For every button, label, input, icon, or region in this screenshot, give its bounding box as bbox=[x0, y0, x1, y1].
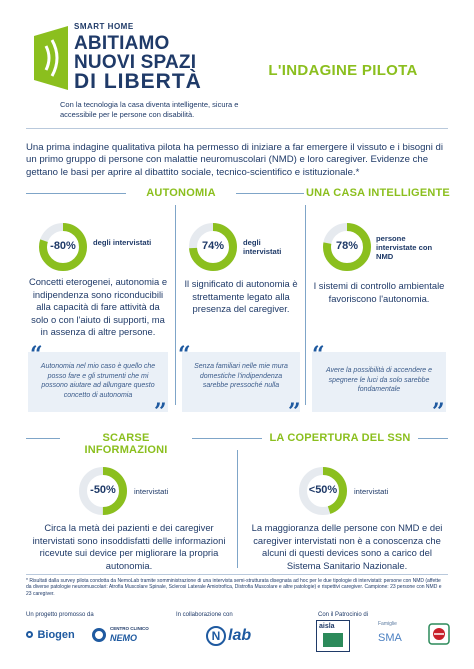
quote-close-icon: ” bbox=[432, 399, 445, 425]
donut-chart bbox=[39, 223, 87, 271]
stat-description: Il significato di autonomia è strettamen… bbox=[184, 278, 298, 314]
nemo-subtitle: CENTRO CLINICO bbox=[110, 626, 149, 631]
donut-arc bbox=[299, 467, 347, 515]
donut-arc bbox=[39, 223, 87, 271]
column-divider bbox=[305, 205, 306, 405]
nemo-logo: CENTRO CLINICO NEMO bbox=[92, 624, 152, 650]
section-title-autonomia: AUTONOMIA bbox=[146, 187, 216, 199]
brand-tagline: Con la tecnologia la casa diventa intell… bbox=[60, 100, 239, 119]
donut-chart bbox=[189, 223, 237, 271]
aisla-name: aisla bbox=[319, 623, 335, 630]
sma-name: SMA bbox=[378, 632, 402, 644]
aisla-logo: aisla bbox=[316, 620, 350, 652]
partner-emblem-icon bbox=[428, 623, 450, 645]
quote-close-icon: ” bbox=[288, 399, 301, 425]
nemo-name: NEMO bbox=[110, 633, 137, 643]
stat-label: degli intervistati bbox=[243, 238, 282, 256]
stat-description: Circa la metà dei pazienti e dei caregiv… bbox=[32, 522, 226, 571]
quote-text: Senza familiari nelle mie mura domestich… bbox=[194, 363, 288, 389]
column-divider bbox=[237, 450, 238, 568]
donut-arc bbox=[323, 223, 371, 271]
quote-text: Avere la possibilità di accendere e speg… bbox=[325, 367, 433, 393]
brand-logo-icon bbox=[34, 26, 68, 90]
biogen-logo: Biogen bbox=[26, 626, 86, 648]
divider bbox=[192, 438, 262, 439]
donut-chart bbox=[299, 467, 347, 515]
nemolab-logo-icon: N bbox=[206, 626, 226, 646]
biogen-name: Biogen bbox=[37, 628, 75, 641]
divider bbox=[26, 574, 448, 575]
donut-arc bbox=[79, 467, 127, 515]
divider bbox=[26, 128, 448, 129]
intro-paragraph: Una prima indagine qualitativa pilota ha… bbox=[26, 142, 444, 178]
promoted-label: Un progetto promosso da bbox=[26, 612, 94, 618]
section-title-casa: UNA CASA INTELLIGENTE bbox=[306, 187, 450, 199]
nemo-logo-icon bbox=[92, 628, 106, 642]
quote-box bbox=[182, 352, 300, 412]
section-title-scarse: SCARSE INFORMAZIONI bbox=[84, 432, 168, 456]
stat-value: 78% bbox=[335, 240, 359, 252]
quote-close-icon: ” bbox=[154, 399, 167, 425]
stat-label: intervistati bbox=[354, 487, 389, 496]
brand-kicker: SMART HOME bbox=[74, 22, 134, 31]
stat-value: -50% bbox=[90, 484, 116, 496]
collab-label: In collaborazione con bbox=[176, 612, 233, 618]
divider bbox=[236, 193, 304, 194]
quote-box bbox=[28, 352, 168, 412]
aisla-logo-icon bbox=[323, 633, 343, 647]
stat-description: Concetti eterogenei, autonomia e indipen… bbox=[28, 276, 168, 337]
nemolab-name: lab bbox=[228, 627, 252, 644]
footnote: * Risultati dalla survey pilota condotta… bbox=[26, 578, 442, 597]
divider bbox=[26, 438, 60, 439]
brand-line-3: DI LIBERTÀ bbox=[74, 70, 202, 93]
quote-box bbox=[312, 352, 446, 412]
nemolab-logo: N lab bbox=[206, 624, 266, 650]
quote-open-icon: “ bbox=[30, 342, 43, 368]
section-title-copertura: LA COPERTURA DEL SSN bbox=[269, 432, 411, 444]
stat-value: -80% bbox=[50, 240, 76, 252]
stat-label: intervistati bbox=[134, 487, 169, 496]
sma-subtitle: Famiglie bbox=[378, 621, 397, 627]
quote-open-icon: “ bbox=[312, 342, 325, 368]
stat-label: degli intervistati bbox=[93, 238, 152, 247]
stat-label: persone intervistate con NMD bbox=[376, 234, 433, 261]
stat-value: <50% bbox=[308, 484, 338, 496]
donut-chart bbox=[79, 467, 127, 515]
sma-logo: Famiglie SMA bbox=[374, 620, 414, 652]
quote-text: Autonomia nel mio caso è quello che poss… bbox=[40, 363, 156, 399]
divider bbox=[26, 193, 126, 194]
stat-value: 74% bbox=[201, 240, 225, 252]
donut-arc bbox=[189, 223, 237, 271]
page-title: L'INDAGINE PILOTA bbox=[268, 62, 418, 79]
stat-description: La maggioranza delle persone con NMD e d… bbox=[251, 522, 443, 571]
column-divider bbox=[175, 205, 176, 405]
biogen-logo-icon bbox=[26, 631, 33, 639]
patronage-label: Con il Patrocinio di bbox=[318, 612, 369, 618]
quote-open-icon: “ bbox=[178, 342, 191, 368]
brand-line-2: NUOVI SPAZI bbox=[74, 52, 197, 73]
brand-line-1: ABITIAMO bbox=[74, 33, 170, 54]
donut-chart bbox=[323, 223, 371, 271]
divider bbox=[418, 438, 448, 439]
stat-description: I sistemi di controllo ambientale favori… bbox=[313, 280, 445, 304]
